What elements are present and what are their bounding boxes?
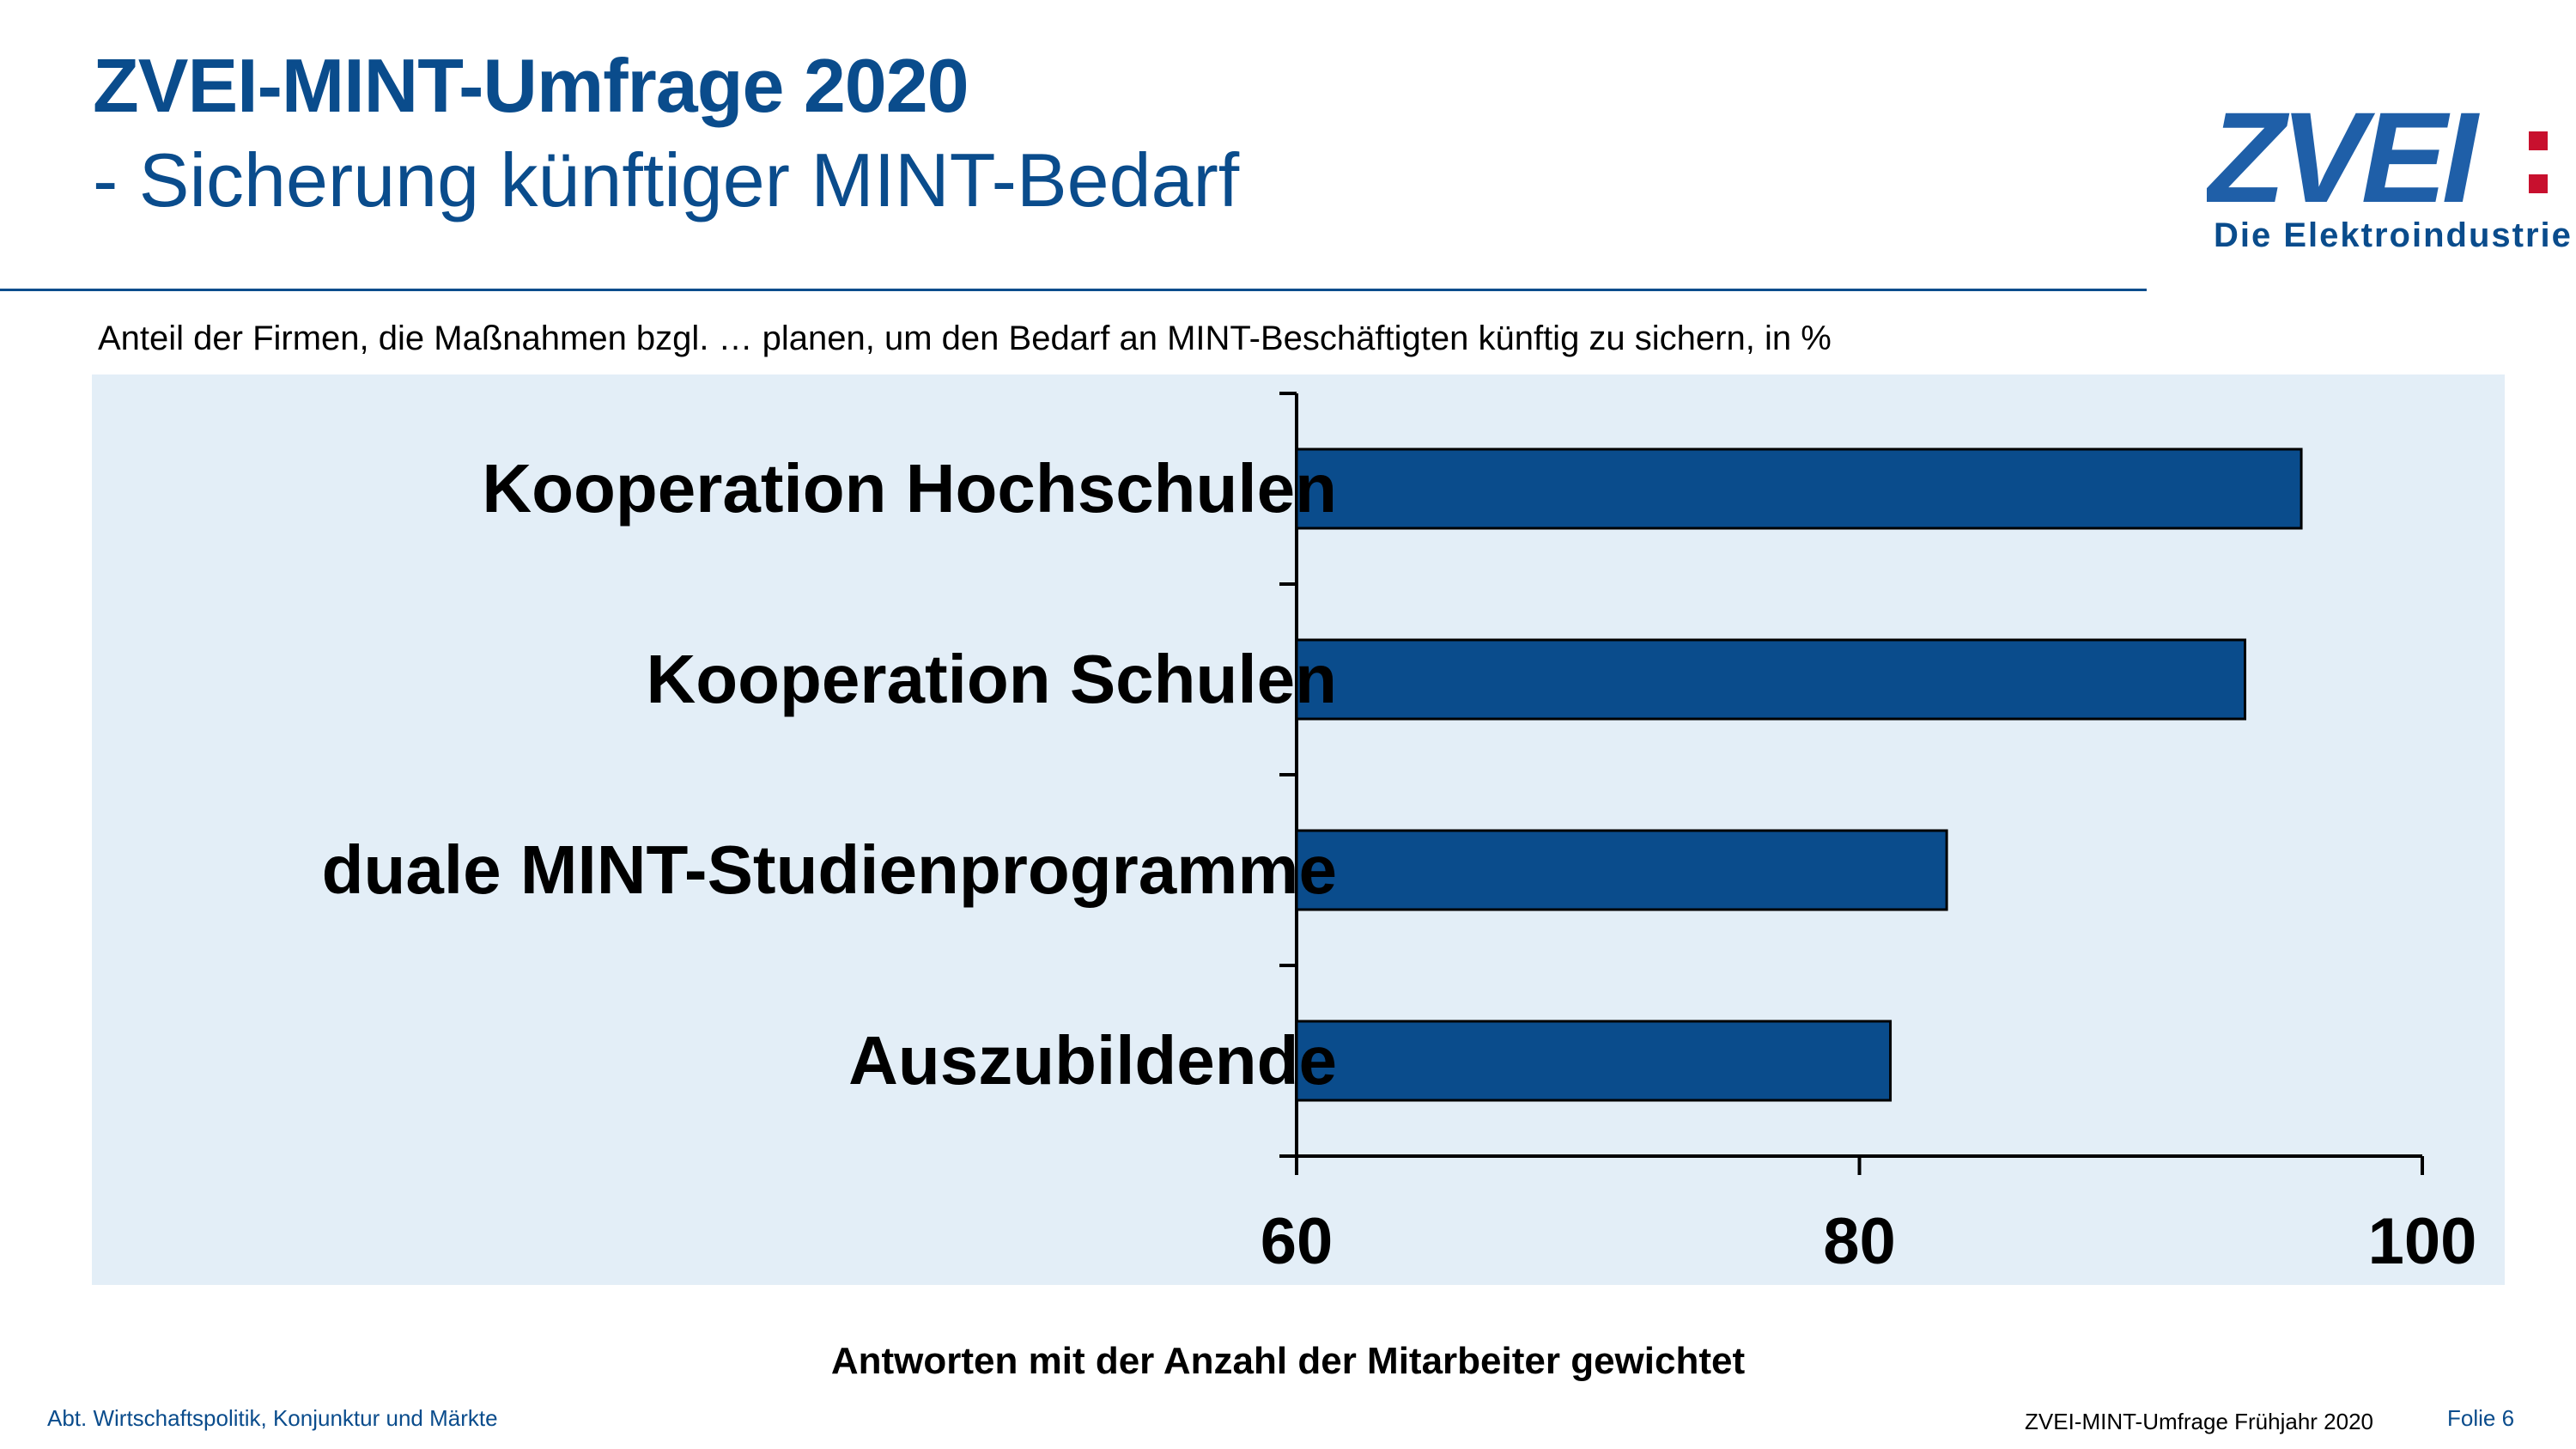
bar bbox=[1295, 829, 1948, 911]
bar bbox=[1295, 1020, 1893, 1102]
category-label: duale MINT-Studienprogramme bbox=[321, 831, 1337, 908]
chart-note: Antworten mit der Anzahl der Mitarbeiter… bbox=[830, 1340, 1746, 1382]
page-subtitle: - Sicherung künftiger MINT-Bedarf bbox=[93, 137, 1240, 222]
category-label: Kooperation Hochschulen bbox=[482, 450, 1337, 527]
bar bbox=[1295, 447, 2303, 530]
chart-area: Kooperation Hochschulen Kooperation Schul… bbox=[92, 374, 2505, 1285]
footer-survey: ZVEI-MINT-Umfrage Frühjahr 2020 bbox=[2025, 1409, 2374, 1434]
x-tick-label: 100 bbox=[2367, 1205, 2477, 1278]
bar bbox=[1295, 638, 2247, 721]
zvei-logo: ZVEI bbox=[2207, 85, 2548, 229]
chart-caption: Anteil der Firmen, die Maßnahmen bzgl. …… bbox=[98, 320, 1832, 357]
logo-tagline: Die Elektroindustrie bbox=[2214, 216, 2573, 254]
category-label: Kooperation Schulen bbox=[646, 641, 1338, 717]
chart-svg bbox=[1279, 392, 2424, 1175]
logo-colon-bottom bbox=[2529, 174, 2548, 193]
zvei-logo-text: ZVEI bbox=[2207, 85, 2481, 229]
x-tick-label: 80 bbox=[1823, 1205, 1896, 1278]
x-tick-label: 60 bbox=[1260, 1205, 1334, 1278]
logo-colon-top bbox=[2529, 131, 2548, 150]
footer-slide-number: Folie 6 bbox=[2447, 1405, 2515, 1431]
footer-department: Abt. Wirtschaftspolitik, Konjunktur und … bbox=[47, 1405, 498, 1431]
category-label: Auszubildende bbox=[848, 1022, 1337, 1099]
header-divider bbox=[0, 289, 2147, 291]
page-title: ZVEI-MINT-Umfrage 2020 bbox=[93, 43, 969, 128]
